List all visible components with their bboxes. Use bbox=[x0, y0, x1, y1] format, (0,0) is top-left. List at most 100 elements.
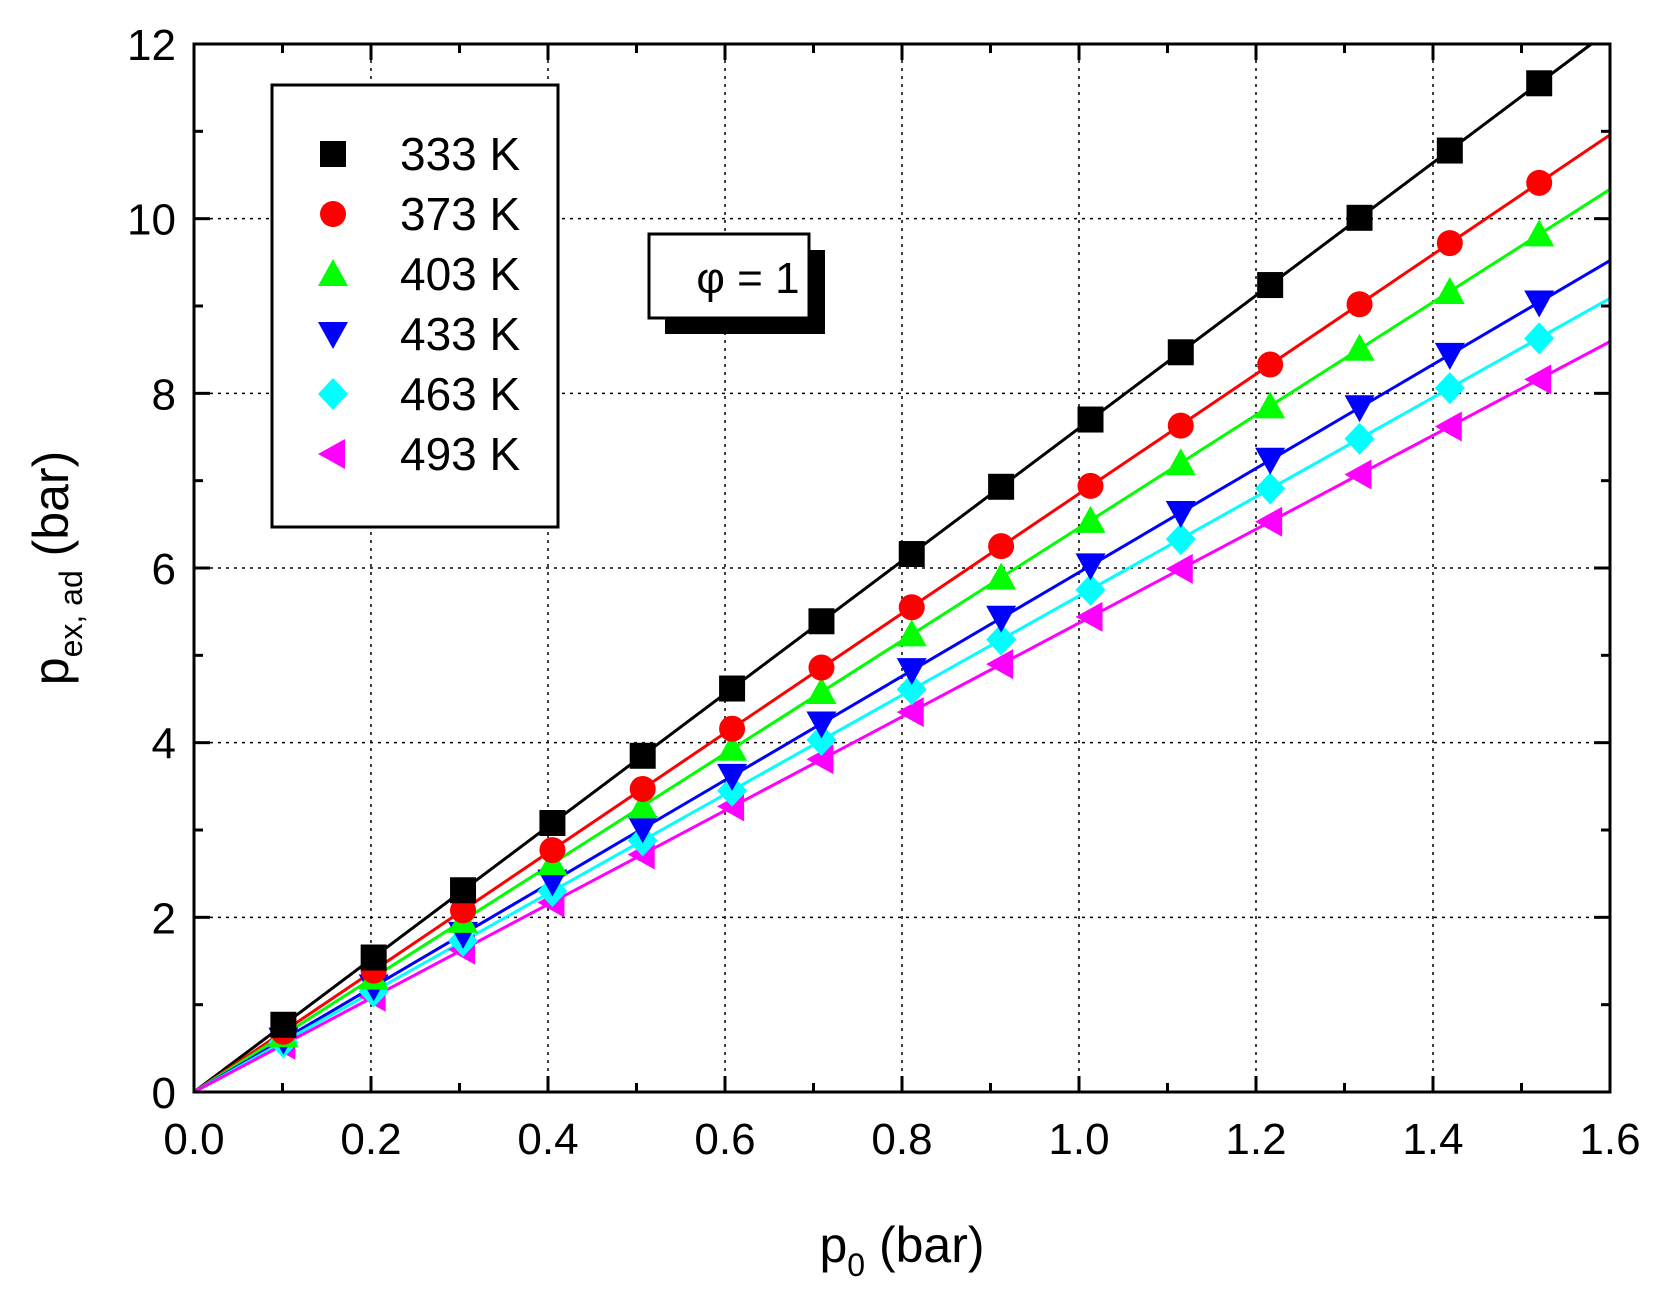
data-point-403-K bbox=[1075, 505, 1106, 533]
data-point-463-K bbox=[1165, 523, 1196, 556]
x-tick-label: 1.0 bbox=[1048, 1115, 1109, 1164]
x-axis-title-unit: (bar) bbox=[865, 1217, 984, 1273]
fit-line-433-K bbox=[193, 259, 1611, 1094]
data-point-403-K bbox=[986, 562, 1017, 590]
legend-box bbox=[270, 83, 560, 529]
legend-label: 333 K bbox=[400, 128, 521, 180]
legend-items: 333 K 373 K 403 K 433 K 463 K 493 K bbox=[318, 128, 521, 480]
data-point-493-K bbox=[986, 649, 1014, 680]
x-axis-title: p0 (bar) bbox=[819, 1217, 984, 1283]
data-point-403-K bbox=[1165, 448, 1196, 476]
data-point-463-K bbox=[806, 724, 837, 757]
legend-marker-403-K bbox=[318, 259, 348, 286]
data-point-493-K bbox=[1344, 459, 1372, 490]
data-point-333-K bbox=[450, 877, 477, 904]
data-point-493-K bbox=[1255, 506, 1283, 537]
data-point-403-K bbox=[1255, 391, 1286, 419]
data-point-373-K bbox=[1077, 472, 1104, 499]
legend-marker-373-K bbox=[320, 201, 346, 227]
x-tick-label: 1.6 bbox=[1579, 1115, 1640, 1164]
data-point-373-K bbox=[1526, 169, 1553, 196]
data-point-493-K bbox=[1165, 553, 1193, 584]
data-point-463-K bbox=[1075, 573, 1106, 606]
data-point-373-K bbox=[1167, 412, 1194, 439]
data-point-433-K bbox=[537, 869, 568, 897]
data-point-373-K bbox=[1257, 351, 1284, 378]
data-point-433-K bbox=[806, 711, 837, 739]
data-point-493-K bbox=[806, 744, 834, 775]
x-tick-label: 0.6 bbox=[694, 1115, 755, 1164]
data-point-403-K bbox=[1434, 277, 1465, 305]
legend-label: 373 K bbox=[400, 188, 521, 240]
data-point-333-K bbox=[539, 810, 566, 837]
data-point-373-K bbox=[539, 837, 566, 864]
data-point-403-K bbox=[896, 619, 927, 647]
data-point-333-K bbox=[1526, 70, 1553, 97]
x-axis-title-sub: 0 bbox=[847, 1247, 865, 1283]
legend-marker-433-K bbox=[318, 322, 348, 349]
data-point-463-K bbox=[1255, 472, 1286, 505]
data-point-493-K bbox=[896, 697, 924, 728]
data-point-333-K bbox=[1167, 339, 1194, 366]
x-tick-label: 0.4 bbox=[517, 1115, 578, 1164]
data-point-403-K bbox=[806, 677, 837, 705]
x-axis-title-base: p bbox=[819, 1217, 847, 1273]
y-axis-title-base: p bbox=[23, 657, 79, 685]
legend-marker-463-K bbox=[318, 378, 348, 410]
grid bbox=[194, 44, 1610, 1092]
data-point-433-K bbox=[717, 763, 748, 791]
data-point-463-K bbox=[1434, 372, 1465, 405]
data-point-373-K bbox=[450, 897, 477, 924]
data-point-333-K bbox=[629, 742, 656, 769]
annotation-text: φ = 1 bbox=[696, 254, 799, 303]
data-point-433-K bbox=[1344, 395, 1375, 423]
series-markers bbox=[268, 70, 1555, 1060]
data-point-373-K bbox=[719, 715, 746, 742]
data-point-373-K bbox=[988, 533, 1015, 560]
data-point-333-K bbox=[360, 944, 387, 971]
data-point-433-K bbox=[627, 816, 658, 844]
data-point-433-K bbox=[1434, 342, 1465, 370]
data-point-433-K bbox=[1255, 447, 1286, 475]
data-point-403-K bbox=[1524, 219, 1555, 247]
data-point-333-K bbox=[719, 675, 746, 702]
y-tick-label: 2 bbox=[152, 894, 176, 943]
data-point-373-K bbox=[1346, 291, 1373, 318]
data-point-433-K bbox=[896, 658, 927, 686]
data-point-493-K bbox=[1434, 411, 1462, 442]
data-point-373-K bbox=[808, 654, 835, 681]
legend-label: 433 K bbox=[400, 308, 521, 360]
x-tick-label: 1.2 bbox=[1225, 1115, 1286, 1164]
data-point-373-K bbox=[898, 594, 925, 621]
x-tick-label: 1.4 bbox=[1402, 1115, 1463, 1164]
y-tick-label: 4 bbox=[152, 720, 176, 769]
y-tick-label: 8 bbox=[152, 370, 176, 419]
data-point-433-K bbox=[1524, 290, 1555, 318]
y-tick-label: 0 bbox=[152, 1069, 176, 1118]
x-tick-label: 0.0 bbox=[163, 1115, 224, 1164]
fit-line-493-K bbox=[193, 340, 1611, 1094]
data-point-333-K bbox=[1436, 137, 1463, 164]
data-point-493-K bbox=[1075, 601, 1103, 632]
data-point-333-K bbox=[1077, 406, 1104, 433]
y-axis-title: pex, ad (bar) bbox=[23, 451, 89, 685]
legend-label: 403 K bbox=[400, 248, 521, 300]
y-axis-title-unit: (bar) bbox=[23, 451, 79, 570]
data-point-403-K bbox=[717, 733, 748, 761]
data-point-463-K bbox=[1344, 422, 1375, 455]
legend: 333 K 373 K 403 K 433 K 463 K 493 K bbox=[270, 83, 560, 529]
data-point-433-K bbox=[1165, 500, 1196, 528]
data-point-493-K bbox=[1524, 364, 1552, 395]
legend-marker-333-K bbox=[320, 141, 346, 167]
data-point-333-K bbox=[1257, 272, 1284, 299]
data-point-433-K bbox=[986, 605, 1017, 633]
data-point-333-K bbox=[898, 541, 925, 568]
data-point-333-K bbox=[270, 1011, 297, 1038]
data-point-403-K bbox=[627, 791, 658, 819]
data-point-463-K bbox=[1524, 322, 1555, 355]
y-tick-label: 6 bbox=[152, 545, 176, 594]
fit-line-463-K bbox=[193, 297, 1611, 1094]
legend-marker-493-K bbox=[318, 439, 345, 469]
